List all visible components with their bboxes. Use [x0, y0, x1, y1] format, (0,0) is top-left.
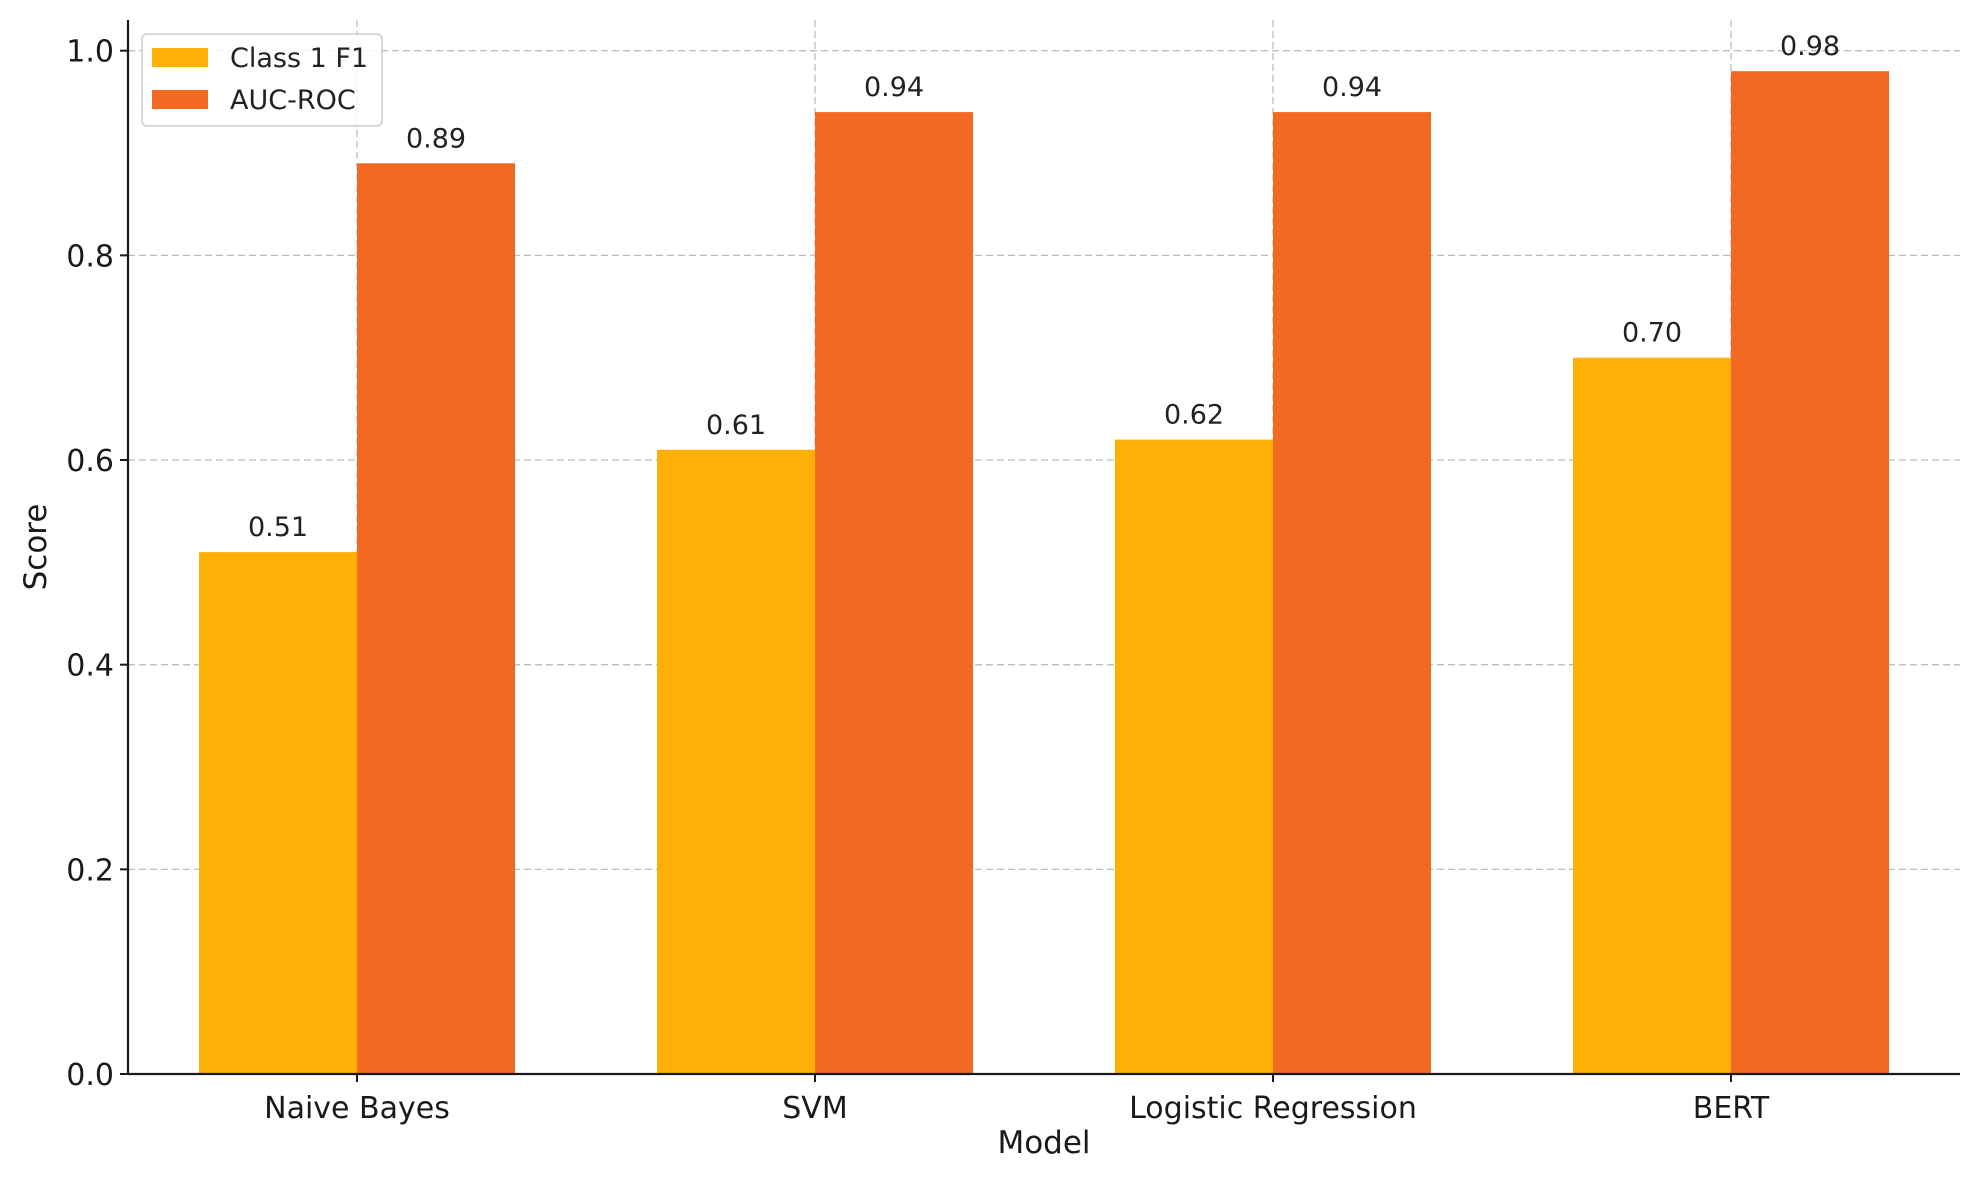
bar-value-label: 0.98: [1780, 31, 1840, 62]
x-tick-label: Logistic Regression: [1129, 1091, 1417, 1126]
bar-value-label: 0.51: [248, 512, 308, 543]
bar-auc-roc-bert: [1731, 71, 1889, 1075]
bar-class-1-f1-bert: [1573, 357, 1731, 1074]
bar-value-label: 0.89: [406, 123, 466, 154]
bar-value-label: 0.70: [1622, 318, 1682, 349]
grid: [128, 20, 1960, 1074]
legend-swatch-class1-f1: [152, 48, 208, 67]
y-tick-label: 0.0: [66, 1058, 114, 1093]
legend-item-auc-roc: AUC-ROC: [152, 85, 356, 116]
y-tick-label: 0.6: [66, 444, 114, 479]
bar-value-label: 0.62: [1164, 400, 1224, 431]
x-axis-title: Model: [997, 1125, 1090, 1161]
bar-value-label: 0.94: [864, 72, 924, 103]
bar-value-label: 0.94: [1322, 72, 1382, 103]
legend-label-class1-f1: Class 1 F1: [230, 43, 368, 74]
axes: 0.0 0.2 0.4 0.6 0.8 1.0 Naive Bayes SVM Logistic…: [66, 20, 1960, 1126]
y-tick-label: 0.8: [66, 239, 114, 274]
x-tick-label: Naive Bayes: [264, 1091, 450, 1126]
legend-label-auc-roc: AUC-ROC: [230, 85, 356, 116]
bar-auc-roc-logistic-regression: [1273, 112, 1431, 1074]
bar-value-label: 0.61: [706, 410, 766, 441]
bars: [199, 71, 1889, 1075]
value-labels: 0.51 0.61 0.62 0.70 0.89 0.94 0.94 0.98: [248, 31, 1840, 543]
y-tick-label: 1.0: [66, 35, 114, 70]
y-axis-title: Score: [18, 504, 54, 591]
bar-class-1-f1-logistic-regression: [1115, 439, 1273, 1074]
x-tick-label: BERT: [1693, 1091, 1770, 1126]
bar-auc-roc-svm: [815, 112, 973, 1074]
bar-class-1-f1-svm: [657, 449, 815, 1075]
y-tick-label: 0.4: [66, 649, 114, 684]
legend-item-class1-f1: Class 1 F1: [152, 43, 368, 74]
bar-auc-roc-naive-bayes: [357, 163, 515, 1074]
legend-swatch-auc-roc: [152, 90, 208, 109]
y-tick-label: 0.2: [66, 853, 114, 888]
x-tick-label: SVM: [782, 1091, 847, 1126]
bar-class-1-f1-naive-bayes: [199, 552, 357, 1074]
legend: Class 1 F1 AUC-ROC: [141, 33, 383, 127]
